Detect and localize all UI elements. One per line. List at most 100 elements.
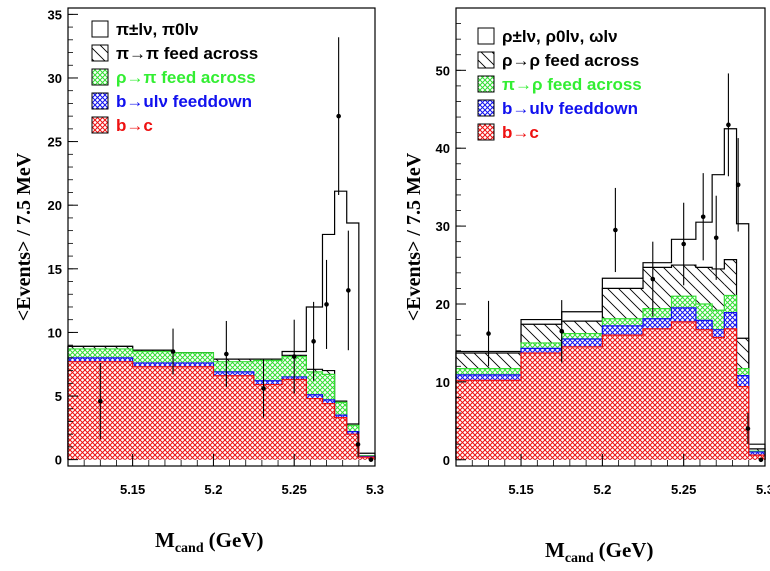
left-x-axis-label: Mcand (GeV) <box>155 528 263 556</box>
left-data-point <box>291 354 297 359</box>
right-data-point <box>559 328 565 334</box>
right-data-point <box>713 235 719 241</box>
right-legend-swatch-b-to-ulv <box>477 99 495 117</box>
left-legend-swatch-b-to-c <box>91 116 109 134</box>
left-legend-label-pi-to-pi: π→π feed across <box>116 44 258 63</box>
right-legend-swatch-b-to-c <box>477 123 495 141</box>
left-outline-b-to-c <box>67 361 376 460</box>
left-data-point <box>224 351 229 357</box>
right-x-tick-label: 5.3 <box>756 482 770 497</box>
right-panel: 5.15 5.2 5.25 5.3 0 10 20 30 40 50 ρ±lν, ρ0lν, ωl… <box>403 7 770 566</box>
left-x-tick-label: 5.15 <box>120 482 145 497</box>
right-bar-b-to-c <box>748 455 765 460</box>
left-y-tick-label: 10 <box>48 325 62 340</box>
left-outline-pi-to-pi <box>67 345 376 460</box>
right-bar-b-to-c <box>671 321 696 460</box>
left-y-tick-label: 25 <box>48 135 62 150</box>
left-legend-label-rho-to-pi: ρ→π feed across <box>116 68 256 87</box>
left-y-axis-label: <Events> / 7.5 MeV <box>13 152 35 321</box>
right-data-point <box>650 276 656 282</box>
right-legend-swatch-rho-to-rho <box>477 51 495 69</box>
right-bar-b-to-c <box>695 329 713 460</box>
left-data-point <box>311 339 316 344</box>
left-bar-b-to-c <box>334 417 347 460</box>
right-legend-swatch-signal <box>477 27 495 45</box>
left-bar-b-to-c <box>346 434 359 460</box>
left-data-point <box>98 398 103 404</box>
right-legend-label-signal: ρ±lν, ρ0lν, ωlν <box>502 27 618 46</box>
right-hist-b-to-c <box>455 321 766 460</box>
left-bar-b-to-c <box>213 375 254 460</box>
right-x-tick-label: 5.2 <box>593 482 611 497</box>
right-bar-b-to-c <box>456 380 522 460</box>
left-x-tick-label: 5.3 <box>366 482 384 497</box>
left-data-point <box>261 386 266 391</box>
left-legend-swatch-rho-to-pi <box>91 68 109 86</box>
left-x-tick-label: 5.25 <box>282 482 307 497</box>
left-data-point <box>346 288 351 293</box>
right-bar-b-to-c <box>521 353 562 460</box>
right-bar-b-to-c <box>561 346 603 460</box>
right-bar-b-to-c <box>643 328 672 460</box>
left-y-tick-label: 20 <box>48 198 62 213</box>
right-legend-label-pi-to-rho: π→ρ feed across <box>502 75 642 94</box>
left-y-tick-label: 0 <box>55 453 62 468</box>
left-data-point <box>336 113 341 119</box>
left-data-point <box>170 349 176 354</box>
right-legend-label-b-to-ulv: b→ulν feeddown <box>502 99 638 118</box>
left-bar-b-to-c <box>253 384 283 460</box>
left-bar-b-to-c <box>322 403 335 460</box>
left-hist-b-to-c <box>67 361 376 460</box>
left-data-points <box>98 37 374 462</box>
right-x-axis-label: Mcand (GeV) <box>545 538 653 566</box>
right-data-point <box>745 426 751 431</box>
right-y-tick-label: 40 <box>436 141 450 156</box>
left-legend: π±lν, π0lν π→π feed across ρ→π feed across… <box>91 20 258 135</box>
left-y-tick-label: 35 <box>48 7 62 22</box>
right-y-tick-label: 10 <box>436 375 450 390</box>
right-data-point <box>726 122 731 128</box>
left-legend-swatch-b-to-ulv <box>91 92 109 110</box>
right-bar-b-to-c <box>602 335 644 460</box>
left-legend-label-b-to-c: b→c <box>116 116 153 135</box>
left-y-tick-label: 30 <box>48 71 62 86</box>
left-legend-label-b-to-ulv: b→ulν feeddown <box>116 92 252 111</box>
left-data-point <box>368 457 374 462</box>
right-x-tick-label: 5.15 <box>508 482 533 497</box>
right-legend-swatch-pi-to-rho <box>477 75 495 93</box>
right-data-points <box>486 73 764 463</box>
right-data-point <box>613 227 618 233</box>
right-legend: ρ±lν, ρ0lν, ωlν ρ→ρ feed across π→ρ feed a… <box>477 27 642 142</box>
left-plot-frame <box>67 7 376 467</box>
right-data-point <box>700 214 706 220</box>
right-y-tick-label: 30 <box>436 219 450 234</box>
right-legend-label-b-to-c: b→c <box>502 123 539 142</box>
left-outline-b-to-ulv <box>67 357 376 460</box>
right-y-tick-label: 50 <box>436 63 450 78</box>
right-legend-label-rho-to-rho: ρ→ρ feed across <box>502 51 639 70</box>
left-legend-label-signal: π±lν, π0lν <box>116 20 199 39</box>
left-y-tick-label: 5 <box>55 389 62 404</box>
right-plot-frame <box>455 7 766 467</box>
right-bar-b-to-c <box>724 328 737 460</box>
right-y-tick-label: 20 <box>436 297 450 312</box>
left-bar-b-to-c <box>358 457 375 460</box>
right-outline-b-to-ulv <box>455 307 766 460</box>
left-bar-b-to-c <box>306 398 323 460</box>
right-bar-b-to-c <box>736 386 749 460</box>
right-y-tick-label: 0 <box>443 453 450 468</box>
right-data-point <box>735 182 741 188</box>
left-legend-swatch-signal <box>91 20 109 38</box>
right-data-point <box>758 457 764 463</box>
right-data-point <box>486 331 491 336</box>
right-data-point <box>681 241 686 247</box>
left-data-point <box>355 442 361 447</box>
right-x-tick-label: 5.25 <box>671 482 696 497</box>
left-bar-b-to-c <box>132 366 174 460</box>
left-x-tick-label: 5.2 <box>204 482 222 497</box>
right-y-axis-label: <Events> / 7.5 MeV <box>403 152 425 321</box>
left-legend-swatch-pi-to-pi <box>91 44 109 62</box>
right-bar-b-to-c <box>712 337 725 460</box>
